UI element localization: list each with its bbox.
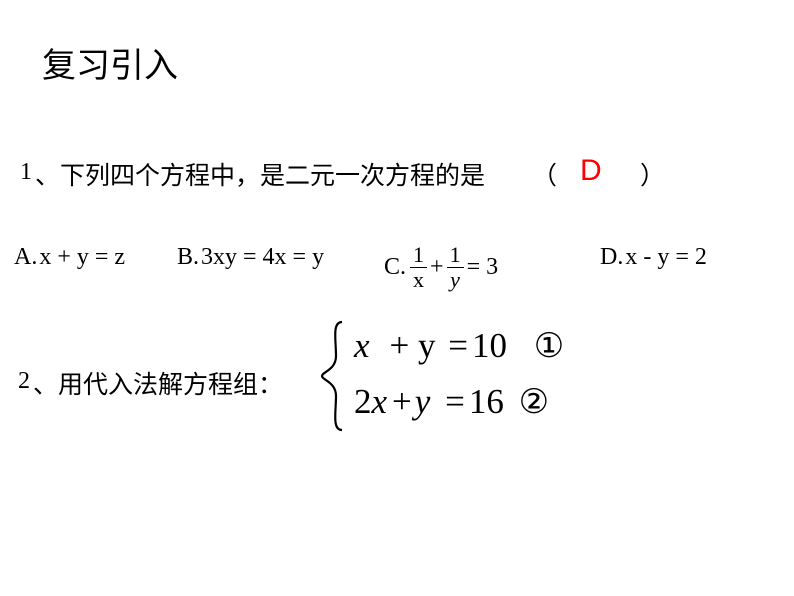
option-c-plus: + <box>430 254 444 281</box>
option-a: A.x + y = z <box>14 244 125 271</box>
curly-brace-icon <box>320 320 350 432</box>
slide-page: 复习引入 1 、下列四个方程中，是二元一次方程的是 （ D ） A.x + y … <box>0 0 794 596</box>
system-eq2: 2x+y =16 ② <box>354 382 549 422</box>
q2-number: 2 <box>18 368 30 395</box>
q1-answer: D <box>580 154 602 188</box>
option-c-eq: = 3 <box>467 254 499 281</box>
eq2-plus: + <box>392 382 412 421</box>
eq2-rhs: 16 <box>469 382 504 421</box>
option-d-label: D. <box>600 244 623 270</box>
option-a-expr: x + y = z <box>39 244 125 270</box>
eq1-plus-y: + y <box>390 326 436 365</box>
option-c-frac2-den: y <box>447 267 464 291</box>
option-c-frac2: 1 y <box>447 244 464 291</box>
eq2-y: y <box>415 382 431 421</box>
option-c-frac2-num: 1 <box>447 244 464 267</box>
option-c-frac1-num: 1 <box>410 244 427 267</box>
option-a-label: A. <box>14 244 37 270</box>
option-c-label: C. <box>384 254 406 281</box>
option-c-frac1: 1 x <box>410 244 427 291</box>
eq2-x: x <box>372 382 388 421</box>
option-b-expr: 3xy = 4x = y <box>201 244 324 270</box>
eq2-coef: 2 <box>354 382 372 421</box>
q1-prompt: 、下列四个方程中，是二元一次方程的是 <box>35 156 485 192</box>
option-b: B.3xy = 4x = y <box>177 244 324 271</box>
q1-paren-left: （ <box>532 156 557 192</box>
eq1-equals: = <box>448 326 468 365</box>
system-eq1: x + y =10 ① <box>354 326 564 366</box>
eq1-mark: ① <box>534 326 564 366</box>
q1-paren-right: ） <box>640 156 665 192</box>
option-b-label: B. <box>177 244 199 270</box>
option-c: C. 1 x + 1 y = 3 <box>384 244 498 291</box>
eq2-equals: = <box>445 382 465 421</box>
eq1-x: x <box>354 326 370 365</box>
option-c-frac1-den: x <box>410 267 427 291</box>
eq1-rhs: 10 <box>472 326 507 365</box>
eq2-mark: ② <box>519 382 549 422</box>
q1-number: 1 <box>20 159 32 186</box>
option-d: D.x - y = 2 <box>600 244 707 271</box>
option-d-expr: x - y = 2 <box>625 244 707 270</box>
q2-prompt: 、用代入法解方程组： <box>33 365 283 401</box>
page-title: 复习引入 <box>42 38 178 87</box>
